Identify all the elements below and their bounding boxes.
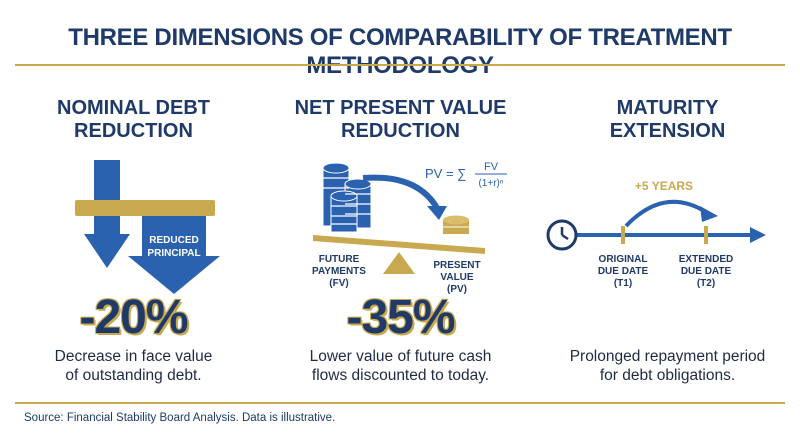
t1-tick bbox=[621, 226, 625, 244]
column-npv: NET PRESENT VALUE REDUCTION bbox=[267, 0, 534, 447]
t2-tick bbox=[704, 226, 708, 244]
pv-label-2: VALUE bbox=[440, 272, 473, 283]
column-nominal-debt: NOMINAL DEBT REDUCTION REDUCED PRINCIPAL… bbox=[0, 0, 267, 447]
t2-label-1: EXTENDED bbox=[679, 254, 733, 265]
extension-arc bbox=[624, 199, 708, 228]
debt-reduction-icon: REDUCED PRINCIPAL bbox=[75, 160, 220, 294]
discount-arrow bbox=[362, 174, 440, 210]
timeline-arrowhead bbox=[750, 227, 766, 243]
pv-label-3: (PV) bbox=[447, 284, 467, 295]
top-divider bbox=[15, 64, 785, 66]
source-note: Source: Financial Stability Board Analys… bbox=[24, 412, 336, 424]
pv-label-1: PRESENT bbox=[433, 260, 480, 271]
principal-label: PRINCIPAL bbox=[147, 248, 200, 259]
desc-maturity: Prolonged repayment period for debt obli… bbox=[569, 348, 766, 384]
t2-label-2: DUE DATE bbox=[681, 266, 732, 277]
desc-npv: Lower value of future cash flows discoun… bbox=[309, 348, 492, 384]
t1-label-2: DUE DATE bbox=[598, 266, 649, 277]
timeline-icon: +5 YEARS ORIGINAL DUE DATE (T1) EXTENDED… bbox=[546, 179, 766, 289]
arrow-head-small bbox=[84, 234, 130, 268]
clock-icon bbox=[546, 219, 578, 251]
gold-bar bbox=[75, 200, 215, 216]
bottom-divider bbox=[15, 402, 785, 404]
arrow-head-large bbox=[128, 256, 220, 294]
t1-label-3: (T1) bbox=[614, 278, 632, 289]
fv-label-3: (FV) bbox=[329, 278, 348, 289]
arrow-shaft-small bbox=[94, 160, 120, 200]
extension-arc-head bbox=[700, 206, 718, 222]
formula-lhs: PV = ∑ bbox=[425, 166, 466, 181]
value-nominal: -20% bbox=[79, 291, 188, 344]
fv-label-2: PAYMENTS bbox=[312, 266, 366, 277]
scale-beam bbox=[313, 235, 485, 254]
value-npv: -35% bbox=[346, 291, 455, 344]
heading-maturity: MATURITY EXTENSION bbox=[609, 97, 726, 142]
formula-num: FV bbox=[484, 161, 499, 173]
present-value-coin-icon bbox=[443, 215, 469, 234]
t2-label-3: (T2) bbox=[697, 278, 715, 289]
column-maturity: MATURITY EXTENSION +5 YEARS ORIGINAL DUE… bbox=[534, 0, 800, 447]
scale-fulcrum bbox=[383, 252, 415, 274]
fv-label-1: FUTURE bbox=[319, 254, 360, 265]
coin-stacks-icon bbox=[322, 162, 372, 233]
plus-years-label: +5 YEARS bbox=[635, 179, 693, 193]
t1-label-1: ORIGINAL bbox=[599, 254, 648, 265]
desc-nominal: Decrease in face value of outstanding de… bbox=[54, 348, 213, 384]
formula-den: (1+r)ⁿ bbox=[478, 178, 503, 189]
npv-scale-icon: PV = ∑ FV (1+r)ⁿ FUTURE PAYMENTS (FV) PR… bbox=[312, 161, 507, 295]
heading-npv: NET PRESENT VALUE REDUCTION bbox=[294, 97, 507, 142]
reduced-label: REDUCED bbox=[149, 235, 198, 246]
heading-nominal-debt: NOMINAL DEBT REDUCTION bbox=[57, 97, 210, 142]
arrow-shaft-small-lower bbox=[94, 216, 120, 234]
discount-arrow-head bbox=[427, 206, 447, 220]
